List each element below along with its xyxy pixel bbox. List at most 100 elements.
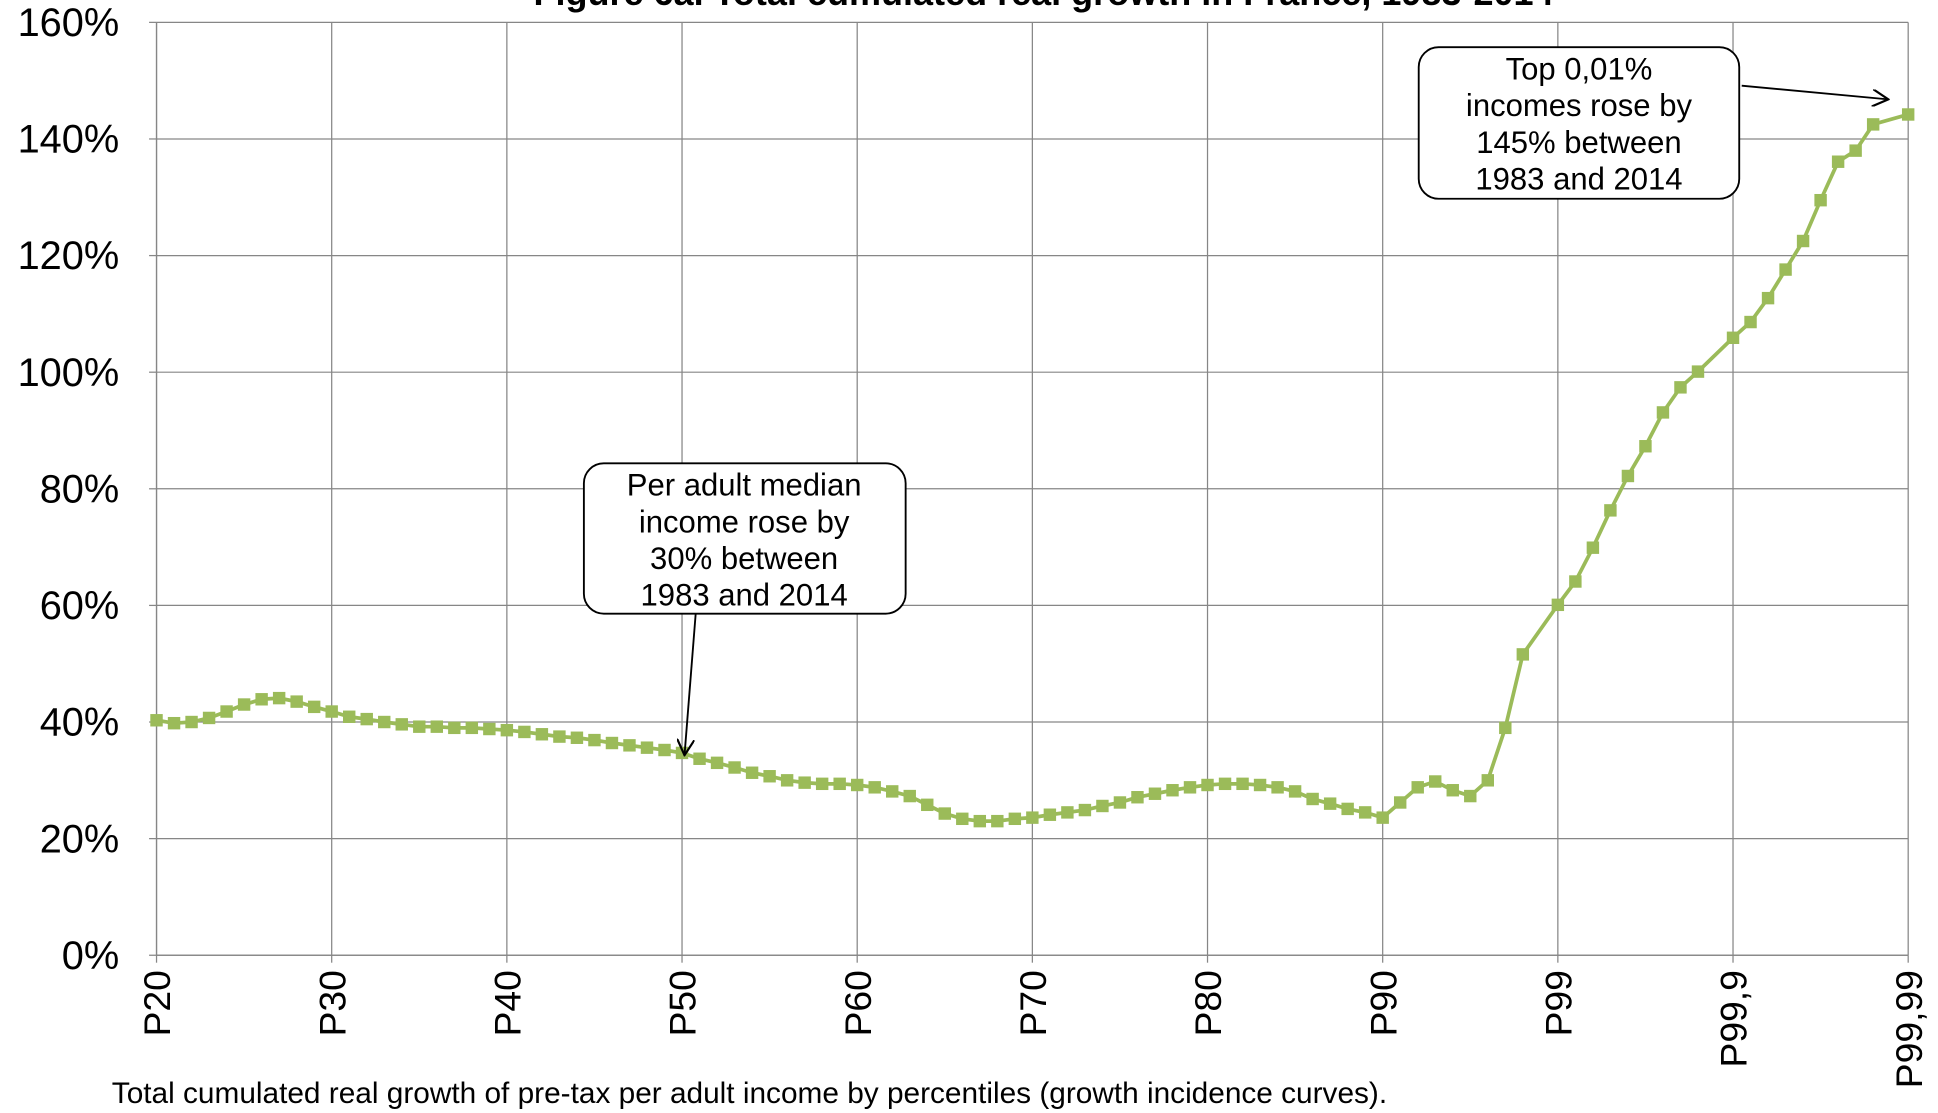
annotation-box	[1417, 46, 1741, 200]
footnote: Total cumulated real growth of pre-tax p…	[112, 1077, 1387, 1110]
point	[1026, 811, 1039, 824]
point	[1096, 799, 1109, 813]
point	[1901, 108, 1915, 121]
point	[1078, 803, 1092, 817]
point	[780, 774, 794, 787]
x-tick-label: P70	[1012, 970, 1054, 1036]
y-tick-label: 100%	[18, 351, 120, 395]
point	[605, 736, 619, 750]
point	[1218, 777, 1232, 791]
y-tick-label: 40%	[40, 701, 120, 745]
point	[675, 746, 689, 760]
point	[1516, 648, 1530, 661]
x-tick-label: P99,9	[1713, 970, 1755, 1067]
point	[1306, 792, 1319, 806]
point	[1288, 785, 1302, 798]
point	[1779, 263, 1792, 276]
annotation-arrow	[1741, 84, 1889, 100]
point	[938, 807, 951, 820]
point	[1569, 575, 1582, 588]
annotation-text: Per adult median	[627, 468, 862, 503]
annotation-arrow	[685, 613, 697, 756]
y-tick-label: 60%	[40, 584, 120, 628]
point	[255, 693, 268, 706]
point	[185, 715, 198, 729]
x-tick-label: P50	[662, 970, 704, 1036]
x-tick-label: P99	[1538, 970, 1580, 1036]
point	[378, 715, 391, 729]
point	[535, 728, 549, 741]
point	[1621, 469, 1635, 483]
point	[167, 716, 181, 730]
point	[1691, 365, 1705, 378]
annotation-text: income rose by	[639, 504, 850, 539]
point	[1761, 291, 1775, 305]
point	[1429, 775, 1442, 788]
point	[500, 723, 514, 737]
y-tick-label: 140%	[18, 118, 120, 162]
x-tick-label: P30	[311, 970, 353, 1036]
point	[518, 725, 531, 739]
footnote: Equal-split adults series (income of mar…	[112, 1112, 1010, 1113]
point	[395, 718, 408, 731]
point	[956, 812, 969, 826]
point	[1674, 381, 1687, 394]
chart-title: Figure 6a. Total cumulated real growth i…	[533, 0, 1553, 13]
point	[1166, 784, 1179, 797]
point	[1061, 806, 1074, 819]
annotation-text: Top 0,01%	[1506, 52, 1653, 87]
x-tick-label: P40	[487, 970, 529, 1036]
point	[886, 785, 899, 798]
point	[868, 781, 881, 794]
point	[1376, 811, 1389, 824]
point	[658, 743, 671, 757]
point	[1639, 440, 1652, 453]
point	[413, 720, 426, 733]
point	[1866, 118, 1880, 131]
point	[220, 705, 233, 718]
point	[553, 730, 566, 743]
point	[1446, 784, 1459, 797]
y-tick-label: 0%	[62, 934, 119, 978]
point	[1849, 144, 1862, 157]
point	[272, 691, 286, 705]
point	[991, 814, 1004, 828]
point	[1744, 315, 1757, 329]
point	[763, 770, 776, 783]
point	[1796, 234, 1810, 248]
point	[1656, 406, 1670, 419]
point	[1008, 812, 1022, 826]
point	[623, 739, 636, 752]
point	[921, 798, 934, 812]
annotation-text: 1983 and 2014	[641, 578, 848, 613]
y-tick-label: 20%	[40, 817, 120, 861]
point	[798, 776, 811, 789]
point	[1236, 777, 1249, 791]
point	[1323, 797, 1337, 810]
point	[290, 695, 303, 708]
annotation-box	[582, 462, 907, 615]
point	[1341, 802, 1354, 816]
x-tick-label: P60	[837, 970, 879, 1036]
annotation-text: 30% between	[650, 541, 838, 576]
annotation-text: 145% between	[1476, 125, 1681, 160]
point	[150, 714, 163, 727]
point	[903, 789, 916, 803]
point	[1551, 598, 1565, 612]
point	[833, 777, 846, 791]
point	[850, 778, 864, 792]
point	[588, 733, 601, 747]
x-tick-label: P90	[1362, 970, 1404, 1036]
point	[1464, 789, 1477, 803]
point	[745, 766, 759, 779]
point	[710, 756, 724, 770]
point	[1113, 796, 1127, 809]
x-tick-label: P99,99	[1888, 970, 1930, 1088]
point	[1604, 504, 1617, 517]
point	[1358, 806, 1372, 819]
point	[693, 752, 706, 765]
point	[973, 814, 987, 828]
point	[1043, 808, 1057, 821]
y-tick-label: 120%	[18, 234, 120, 278]
point	[1393, 796, 1407, 809]
